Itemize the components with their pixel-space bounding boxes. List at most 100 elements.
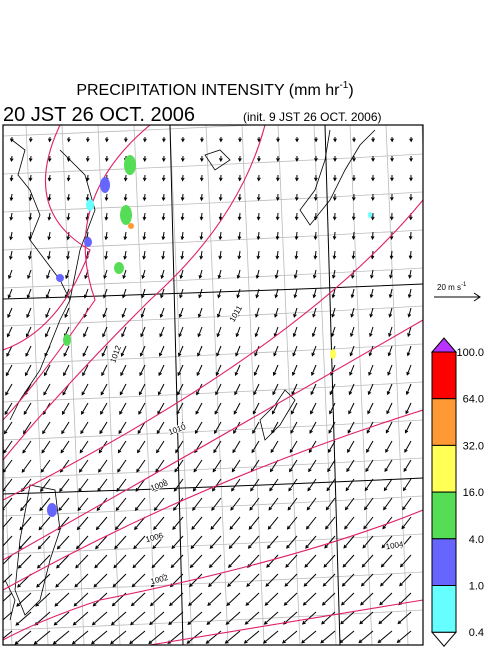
wind-head bbox=[28, 236, 32, 241]
wind-shaft bbox=[54, 611, 70, 626]
wind-shaft bbox=[102, 326, 108, 337]
wind-head bbox=[251, 449, 255, 454]
graticule-line bbox=[3, 267, 423, 289]
wind-vector bbox=[142, 212, 147, 221]
wind-shaft bbox=[121, 326, 127, 337]
wind-head bbox=[75, 564, 79, 569]
wind-head bbox=[80, 430, 84, 435]
wind-vector bbox=[289, 440, 298, 454]
wind-head bbox=[231, 487, 235, 492]
wind-shaft bbox=[136, 459, 146, 473]
wind-head bbox=[162, 138, 166, 143]
wind-vector bbox=[123, 174, 128, 182]
wind-head bbox=[66, 255, 70, 260]
wind-vector bbox=[95, 535, 108, 550]
wind-head bbox=[237, 197, 242, 202]
wind-shaft bbox=[34, 630, 51, 645]
wind-vector bbox=[141, 269, 146, 280]
wind-head bbox=[309, 429, 313, 434]
wind-vector bbox=[333, 155, 337, 162]
wind-head bbox=[384, 468, 388, 473]
wind-shaft bbox=[3, 440, 13, 454]
wind-shaft bbox=[314, 250, 317, 259]
wind-head bbox=[188, 602, 192, 607]
wind-vector bbox=[351, 212, 356, 221]
wind-head bbox=[232, 449, 236, 454]
wind-vector bbox=[66, 174, 71, 182]
wind-head bbox=[3, 488, 6, 492]
wind-vector bbox=[9, 250, 13, 260]
wind-shaft bbox=[225, 611, 241, 625]
wind-shaft bbox=[231, 459, 241, 472]
wind-head bbox=[333, 177, 337, 182]
isobar-label: 1004 bbox=[385, 539, 405, 551]
wind-shaft bbox=[209, 554, 222, 568]
wind-shaft bbox=[406, 383, 412, 395]
wind-head bbox=[370, 216, 375, 221]
wind-vector bbox=[191, 516, 203, 530]
wind-vector bbox=[371, 193, 375, 201]
wind-vector bbox=[66, 193, 71, 202]
wind-vector bbox=[358, 630, 374, 644]
wind-head bbox=[149, 621, 153, 626]
wind-head bbox=[199, 216, 204, 221]
wind-shaft bbox=[195, 402, 203, 415]
wind-shaft bbox=[23, 421, 32, 434]
wind-head bbox=[281, 639, 286, 644]
wind-vector bbox=[272, 364, 279, 376]
wind-head bbox=[231, 468, 236, 473]
vector-reference-sup: -1 bbox=[461, 282, 467, 288]
wind-vector bbox=[142, 174, 147, 182]
wind-vector bbox=[308, 459, 317, 473]
wind-vector bbox=[256, 212, 261, 221]
wind-head bbox=[104, 255, 108, 260]
wind-vector bbox=[231, 478, 241, 492]
graticule-major bbox=[169, 125, 184, 645]
wind-shaft bbox=[211, 497, 222, 511]
wind-vector bbox=[21, 459, 32, 473]
wind-vector bbox=[142, 231, 147, 241]
wind-vector bbox=[139, 345, 146, 357]
wind-vector bbox=[168, 611, 184, 626]
wind-head bbox=[63, 372, 67, 377]
wind-head bbox=[28, 216, 33, 221]
wind-vector bbox=[290, 402, 298, 415]
wind-vector bbox=[332, 193, 337, 201]
wind-shaft bbox=[257, 212, 260, 220]
wind-vector bbox=[161, 193, 166, 202]
wind-shaft bbox=[365, 459, 374, 472]
wind-vector bbox=[158, 345, 165, 357]
wind-head bbox=[102, 314, 107, 319]
wind-shaft bbox=[306, 497, 317, 511]
wind-shaft bbox=[139, 364, 146, 376]
wind-shaft bbox=[132, 554, 146, 568]
wind-head bbox=[360, 601, 364, 606]
wind-shaft bbox=[141, 288, 146, 298]
wind-head bbox=[21, 468, 26, 473]
wind-head bbox=[390, 196, 394, 201]
wind-vector bbox=[159, 307, 165, 318]
wind-head bbox=[82, 372, 86, 377]
wind-shaft bbox=[73, 592, 89, 607]
wind-vector bbox=[364, 497, 374, 511]
wind-vector bbox=[170, 554, 184, 569]
wind-head bbox=[311, 333, 316, 338]
wind-head bbox=[218, 236, 223, 241]
wind-shaft bbox=[320, 630, 336, 644]
wind-vector bbox=[138, 383, 146, 396]
wind-head bbox=[142, 158, 147, 162]
wind-head bbox=[85, 197, 90, 202]
wind-vector bbox=[40, 459, 51, 473]
wind-shaft bbox=[200, 250, 203, 259]
wind-shaft bbox=[80, 421, 89, 434]
wind-vector bbox=[409, 174, 413, 182]
wind-head bbox=[352, 177, 356, 182]
wind-shaft bbox=[29, 212, 32, 220]
wind-shaft bbox=[339, 630, 355, 643]
wind-head bbox=[138, 391, 143, 396]
wind-head bbox=[26, 314, 30, 319]
wind-shaft bbox=[65, 269, 70, 279]
wind-head bbox=[3, 430, 8, 435]
wind-head bbox=[156, 449, 160, 454]
wind-shaft bbox=[102, 307, 108, 318]
